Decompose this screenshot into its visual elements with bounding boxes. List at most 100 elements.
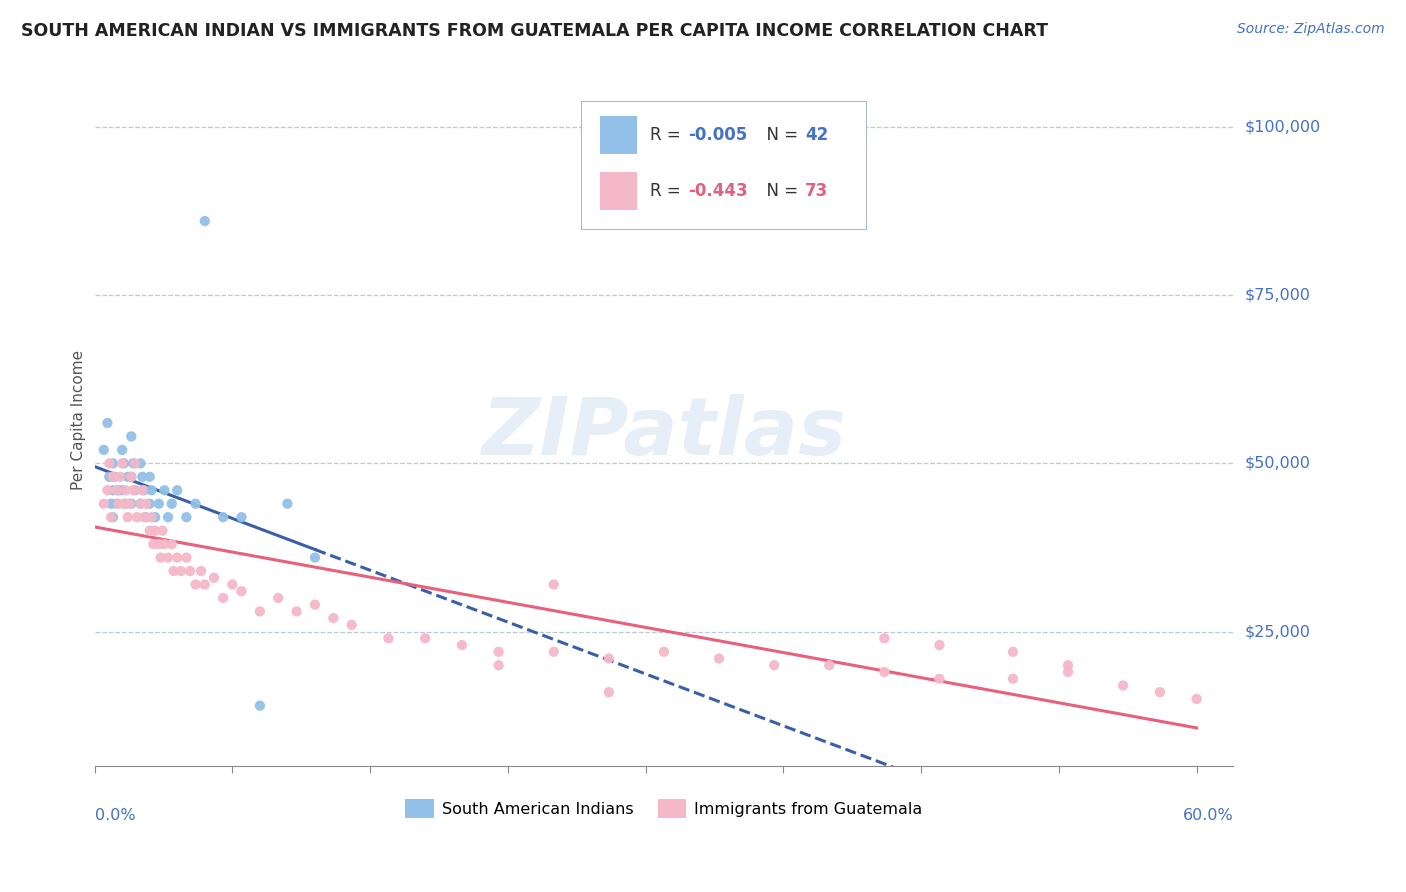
Point	[122, 456, 145, 470]
Point	[105, 497, 128, 511]
Point	[149, 550, 172, 565]
Point	[120, 470, 142, 484]
Point	[141, 483, 163, 498]
Point	[170, 564, 193, 578]
Point	[873, 665, 896, 679]
Point	[122, 483, 145, 498]
Point	[179, 564, 201, 578]
Point	[125, 510, 148, 524]
Point	[135, 497, 157, 511]
Text: $50,000: $50,000	[1244, 456, 1310, 471]
Point	[153, 537, 176, 551]
Text: N =: N =	[756, 127, 804, 145]
Point	[141, 510, 163, 524]
FancyBboxPatch shape	[581, 101, 866, 229]
Point	[93, 497, 115, 511]
Point	[96, 416, 118, 430]
Point	[176, 510, 198, 524]
Point	[98, 456, 121, 470]
Point	[543, 577, 565, 591]
Point	[340, 618, 363, 632]
Point	[111, 442, 134, 457]
Point	[138, 497, 160, 511]
Point	[120, 497, 142, 511]
Point	[184, 577, 207, 591]
Point	[131, 483, 153, 498]
Point	[100, 497, 122, 511]
Point	[221, 577, 243, 591]
Point	[129, 497, 152, 511]
Point	[928, 638, 950, 652]
Point	[93, 442, 115, 457]
Point	[152, 524, 174, 538]
Point	[1149, 685, 1171, 699]
Point	[96, 483, 118, 498]
Point	[111, 456, 134, 470]
FancyBboxPatch shape	[600, 172, 637, 210]
Text: $100,000: $100,000	[1244, 120, 1320, 135]
Point	[212, 510, 235, 524]
Point	[652, 645, 675, 659]
Point	[134, 510, 156, 524]
Point	[488, 645, 510, 659]
Point	[101, 470, 124, 484]
Point	[129, 497, 152, 511]
Point	[104, 470, 127, 484]
Text: 42: 42	[806, 127, 828, 145]
Point	[162, 564, 184, 578]
Point	[112, 456, 135, 470]
Point	[1057, 665, 1080, 679]
Point	[1001, 672, 1024, 686]
Y-axis label: Per Capita Income: Per Capita Income	[72, 350, 86, 490]
Point	[160, 537, 183, 551]
Text: 0.0%: 0.0%	[94, 808, 135, 822]
Point	[322, 611, 344, 625]
Point	[105, 483, 128, 498]
Text: 60.0%: 60.0%	[1182, 808, 1233, 822]
Point	[543, 645, 565, 659]
Point	[231, 584, 253, 599]
Point	[138, 524, 160, 538]
Point	[166, 483, 188, 498]
Point	[194, 214, 217, 228]
Point	[110, 470, 132, 484]
Point	[124, 456, 146, 470]
Point	[131, 470, 153, 484]
Point	[112, 497, 135, 511]
Text: SOUTH AMERICAN INDIAN VS IMMIGRANTS FROM GUATEMALA PER CAPITA INCOME CORRELATION: SOUTH AMERICAN INDIAN VS IMMIGRANTS FROM…	[21, 22, 1047, 40]
Text: Source: ZipAtlas.com: Source: ZipAtlas.com	[1237, 22, 1385, 37]
Point	[818, 658, 841, 673]
Point	[111, 483, 134, 498]
Text: $25,000: $25,000	[1244, 624, 1310, 639]
Point	[873, 632, 896, 646]
Point	[118, 497, 141, 511]
Point	[117, 470, 139, 484]
Point	[1112, 678, 1135, 692]
Point	[451, 638, 474, 652]
Point	[1001, 645, 1024, 659]
Point	[249, 604, 271, 618]
Point	[166, 550, 188, 565]
Point	[1057, 658, 1080, 673]
Point	[143, 524, 166, 538]
Point	[107, 483, 129, 498]
Text: ZIPatlas: ZIPatlas	[481, 394, 846, 473]
Point	[276, 497, 298, 511]
Point	[138, 470, 160, 484]
Point	[142, 537, 165, 551]
Point	[267, 591, 290, 605]
Point	[148, 497, 170, 511]
Point	[153, 483, 176, 498]
Point	[598, 651, 620, 665]
Point	[120, 470, 142, 484]
Point	[488, 658, 510, 673]
Point	[413, 632, 436, 646]
Point	[117, 510, 139, 524]
Point	[143, 510, 166, 524]
Point	[98, 470, 121, 484]
Point	[100, 510, 122, 524]
Point	[157, 550, 180, 565]
Text: -0.443: -0.443	[688, 182, 748, 200]
Point	[763, 658, 786, 673]
Point	[160, 497, 183, 511]
